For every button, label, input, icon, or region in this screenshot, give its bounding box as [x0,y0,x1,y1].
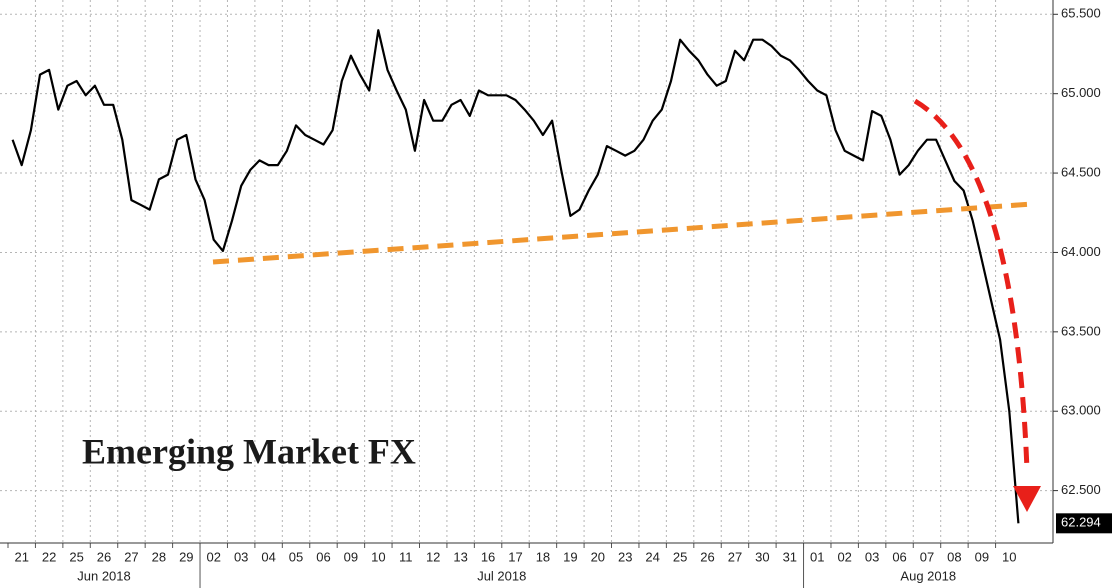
x-tick-label: 18 [536,549,550,564]
x-tick-label: 09 [975,549,989,564]
arrow-head [1013,486,1041,512]
x-tick-label: 26 [700,549,714,564]
x-tick-label: 05 [289,549,303,564]
x-tick-label: 01 [810,549,824,564]
x-tick-label: 03 [234,549,248,564]
data-line [11,29,1020,524]
x-tick-label: 17 [508,549,522,564]
x-tick-label: 10 [371,549,385,564]
x-tick-label: 12 [426,549,440,564]
x-tick-label: 30 [755,549,769,564]
x-tick-label: 20 [591,549,605,564]
x-tick-label: 08 [947,549,961,564]
x-tick-label: 06 [892,549,906,564]
x-tick-label: 25 [673,549,687,564]
month-label: Aug 2018 [900,568,956,583]
x-tick-label: 21 [14,549,28,564]
y-tick-label: 65.500 [1061,6,1101,21]
x-tick-label: 24 [645,549,659,564]
last-value-label: 62.294 [1061,515,1101,530]
x-tick-label: 04 [261,549,275,564]
x-tick-label: 06 [316,549,330,564]
x-tick-label: 02 [207,549,221,564]
x-tick-label: 27 [124,549,138,564]
y-tick-label: 62.500 [1061,482,1101,497]
arrow-shaft [913,98,1030,471]
x-tick-label: 23 [618,549,632,564]
x-tick-label: 25 [69,549,83,564]
x-tick-label: 26 [97,549,111,564]
grid [0,0,1053,543]
last-value-box [1056,513,1112,534]
x-tick-label: 13 [453,549,467,564]
x-tick-label: 29 [179,549,193,564]
x-tick-label: 27 [728,549,742,564]
annotation: Emerging Market FX [82,431,416,471]
y-tick-label: 64.500 [1061,164,1101,179]
x-tick-label: 07 [920,549,934,564]
x-tick-label: 03 [865,549,879,564]
month-label: Jun 2018 [77,568,131,583]
y-tick-label: 63.500 [1061,323,1101,338]
x-tick-label: 11 [399,549,413,564]
x-tick-label: 16 [481,549,495,564]
x-tick-label: 02 [837,549,851,564]
x-tick-label: 22 [42,549,56,564]
trend-line [212,201,1033,265]
x-tick-label: 10 [1002,549,1016,564]
x-tick-label: 19 [563,549,577,564]
plot [11,29,1020,524]
x-tick-label: 28 [152,549,166,564]
y-tick-label: 65.000 [1061,85,1101,100]
x-tick-label: 31 [783,549,797,564]
x-tick-label: 09 [344,549,358,564]
month-label: Jul 2018 [477,568,526,583]
y-tick-label: 63.000 [1061,403,1101,418]
y-tick-label: 64.000 [1061,244,1101,259]
